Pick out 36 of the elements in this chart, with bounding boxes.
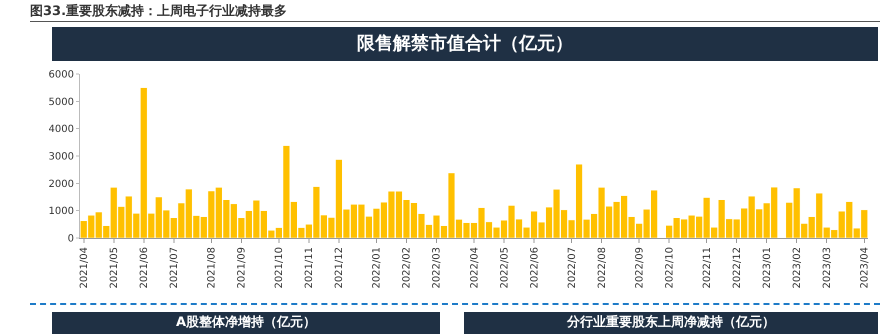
x-tick-label: 2021/06 bbox=[139, 247, 150, 289]
text: 分行业重要股东上周净减持（亿元） bbox=[464, 312, 878, 334]
x-tick-label: 2021/07 bbox=[169, 247, 180, 289]
y-tick-label: 0 bbox=[68, 234, 74, 244]
x-tick-label: 2022/09 bbox=[634, 247, 646, 289]
x-tick-label: 2021/08 bbox=[206, 247, 218, 289]
x-tick-label: 2023/02 bbox=[792, 247, 803, 289]
x-tick-label: 2022/10 bbox=[664, 247, 676, 289]
x-tick-label: 2022/06 bbox=[529, 247, 540, 289]
x-tick-label: 2022/12 bbox=[732, 247, 743, 289]
x-tick-label: 2022/05 bbox=[499, 247, 510, 289]
y-tick-label: 3000 bbox=[48, 152, 74, 162]
x-tick-label: 2023/03 bbox=[822, 247, 833, 289]
x-tick-label: 2021/12 bbox=[334, 247, 346, 289]
x-tick-label: 2022/03 bbox=[432, 247, 443, 289]
x-tick-label: 2023/04 bbox=[860, 247, 870, 289]
x-tick-label: 2022/08 bbox=[596, 247, 608, 289]
x-tick-label: 2022/02 bbox=[402, 247, 413, 289]
y-tick-label: 5000 bbox=[48, 96, 74, 108]
y-tick-label: 1000 bbox=[48, 206, 74, 218]
x-tick-label: 2023/01 bbox=[762, 247, 773, 289]
x-tick-label: 2022/04 bbox=[469, 247, 480, 289]
x-tick-label: 2021/09 bbox=[236, 247, 248, 289]
x-tick-label: 2021/11 bbox=[304, 247, 316, 289]
y-tick-label: 2000 bbox=[48, 178, 74, 190]
x-tick-label: 2022/07 bbox=[566, 247, 578, 289]
text: A股整体净增持（亿元） bbox=[52, 312, 440, 334]
chart-subtitle: 限售解禁市值合计（亿元） bbox=[52, 27, 878, 61]
chart-title: 图33.重要股东减持：上周电子行业减持最多 bbox=[30, 2, 288, 20]
y-tick-label: 6000 bbox=[48, 70, 74, 80]
x-tick-label: 2021/04 bbox=[79, 247, 90, 289]
y-tick-label: 4000 bbox=[48, 124, 74, 136]
x-tick-label: 2021/10 bbox=[274, 247, 286, 289]
x-tick-label: 2022/01 bbox=[372, 247, 383, 289]
x-tick-label: 2021/05 bbox=[109, 247, 120, 289]
x-tick-label: 2022/11 bbox=[702, 247, 713, 289]
